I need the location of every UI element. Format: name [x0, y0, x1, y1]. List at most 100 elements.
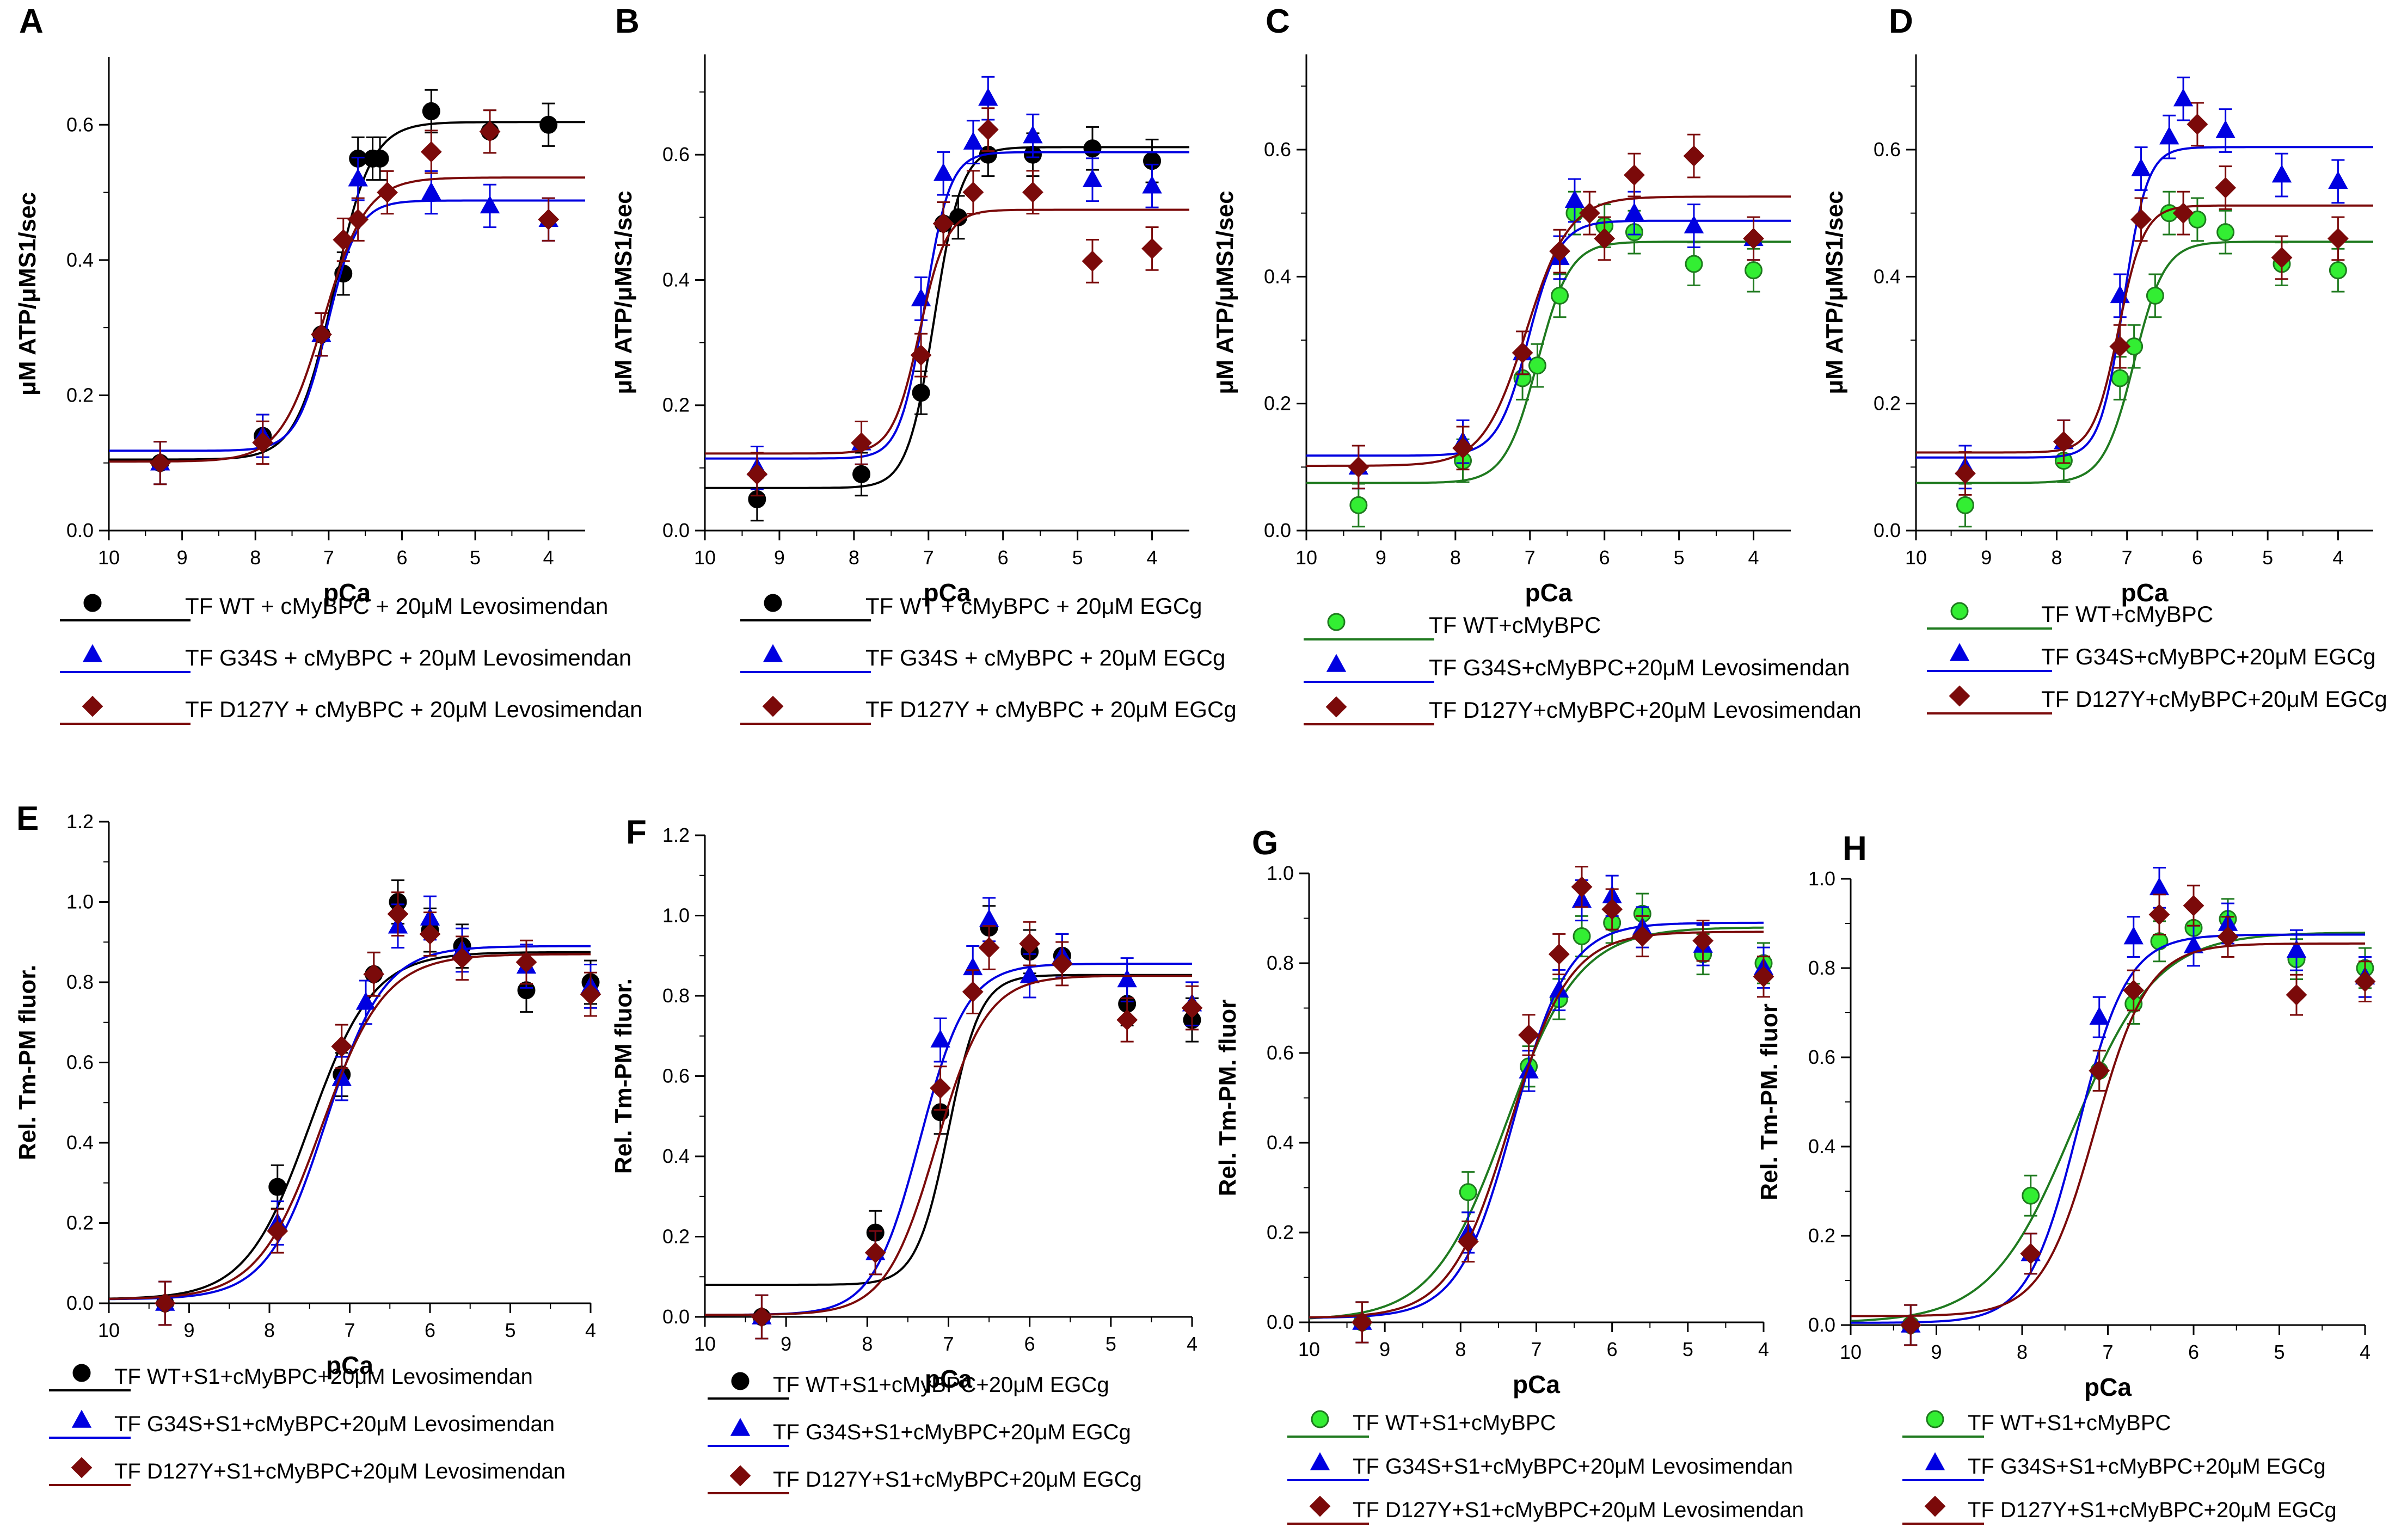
fit-curve — [1306, 195, 1791, 467]
y-tick-label: 1.2 — [662, 824, 690, 846]
y-tick-label: 0.0 — [662, 1305, 690, 1328]
y-tick-label: 0.8 — [662, 984, 690, 1007]
x-tick-label: 9 — [1379, 1338, 1390, 1360]
data-point — [1083, 139, 1102, 158]
x-tick-label: 8 — [1455, 1338, 1466, 1360]
data-point — [2130, 208, 2152, 230]
x-tick-label: 10 — [1298, 1338, 1320, 1360]
series-d127y: TF D127Y+S1+cMyBPC+20μM Levosimendan — [49, 891, 601, 1486]
data-point — [2188, 210, 2207, 229]
x-axis-label: pCa — [326, 1351, 373, 1379]
data-point — [2286, 939, 2307, 958]
data-point — [2183, 895, 2204, 916]
panel-label: C — [1266, 3, 1290, 40]
data-point — [421, 182, 441, 200]
data-point — [419, 923, 441, 945]
data-point — [252, 432, 274, 453]
data-point — [355, 991, 376, 1010]
series-g34s: TF G34S+cMyBPC+20μM Levosimendan — [1304, 178, 1850, 683]
data-point — [2109, 336, 2131, 358]
y-axis-label: Rel. Tm-PM. fluor — [1756, 1003, 1783, 1200]
legend-marker — [1924, 1495, 1946, 1517]
data-point — [1019, 933, 1041, 954]
legend-marker — [71, 1457, 93, 1479]
series-g34s: TF G34S + cMyBPC + 20μM EGCg — [705, 76, 1225, 673]
panel-E: E 10 9 8 7 6 5 4 0.0 0.2 0.4 0.6 0.8 1.0 1.2 pCa Rel. Tm… — [14, 800, 601, 1486]
legend-marker — [1949, 643, 1970, 661]
data-point — [149, 452, 171, 474]
x-tick-label: 9 — [781, 1333, 791, 1355]
data-point — [751, 1306, 772, 1328]
legend-label: TF D127Y+S1+cMyBPC+20μM Levosimendan — [1353, 1498, 1804, 1522]
legend-label: TF G34S + cMyBPC + 20μM EGCg — [865, 645, 1225, 670]
data-point — [1082, 169, 1103, 188]
x-tick-label: 7 — [943, 1333, 954, 1355]
data-point — [1020, 965, 1040, 983]
x-tick-label: 10 — [694, 546, 716, 569]
data-point — [363, 963, 385, 985]
x-tick-label: 9 — [1931, 1341, 1942, 1363]
fit-curve — [1306, 241, 1791, 484]
panel-label: B — [615, 3, 640, 40]
x-tick-label: 5 — [1072, 546, 1083, 569]
data-point — [1457, 1231, 1479, 1252]
data-point — [2146, 286, 2164, 305]
y-tick-label: 0.0 — [1874, 519, 1901, 541]
data-point — [1051, 953, 1073, 975]
legend-marker — [83, 594, 102, 612]
x-tick-label: 7 — [1525, 546, 1536, 569]
fit-curve — [1309, 931, 1764, 1319]
legend-label: TF D127Y + cMyBPC + 20μM EGCg — [865, 697, 1237, 722]
y-tick-label: 0.4 — [1808, 1135, 1835, 1157]
legend-label: TF G34S+cMyBPC+20μM EGCg — [2041, 644, 2376, 669]
data-point — [2354, 971, 2376, 993]
y-tick-label: 0.4 — [662, 268, 690, 291]
x-tick-label: 7 — [1531, 1338, 1542, 1360]
y-tick-label: 0.4 — [662, 1145, 690, 1167]
panel-G: G 10 9 8 7 6 5 4 0.0 0.2 0.4 0.6 0.8 1.0 pCa Rel. Tm-PM… — [1214, 824, 1804, 1525]
y-tick-label: 0.8 — [66, 971, 94, 993]
y-tick-label: 0.4 — [1874, 265, 1901, 287]
y-tick-label: 0.2 — [1808, 1224, 1835, 1247]
legend-label: TF WT + cMyBPC + 20μM EGCg — [865, 593, 1202, 619]
data-point — [932, 213, 954, 235]
data-point — [912, 384, 930, 402]
fit-curve — [1916, 241, 2373, 484]
x-tick-label: 5 — [1106, 1333, 1116, 1355]
series-d127y: TF D127Y+S1+cMyBPC+20μM Levosimendan — [1287, 866, 1804, 1525]
y-tick-label: 0.0 — [66, 1292, 94, 1314]
legend-marker — [1310, 1452, 1330, 1470]
x-tick-label: 6 — [1024, 1333, 1035, 1355]
legend-marker — [82, 695, 103, 717]
legend-label: TF D127Y+S1+cMyBPC+20μM Levosimendan — [114, 1459, 566, 1483]
data-point — [1181, 997, 1203, 1019]
data-point — [2123, 980, 2145, 1001]
legend-marker — [71, 1409, 92, 1428]
y-tick-label: 0.4 — [66, 1131, 94, 1154]
x-tick-label: 8 — [2017, 1341, 2028, 1363]
x-axis-label: pCa — [924, 578, 971, 607]
data-point — [2131, 158, 2151, 176]
x-tick-label: 4 — [2360, 1341, 2370, 1363]
legend-marker — [1326, 654, 1347, 672]
y-tick-label: 0.4 — [1267, 1131, 1294, 1154]
y-tick-label: 0.0 — [1808, 1314, 1835, 1336]
legend-marker — [1949, 685, 1970, 707]
y-axis-label: Rel. Tm-PM. fluor — [1214, 1000, 1241, 1197]
data-point — [2216, 223, 2235, 242]
legend-label: TF G34S + cMyBPC + 20μM Levosimendan — [185, 645, 631, 670]
data-point — [2089, 1060, 2110, 1082]
panel-label: F — [626, 814, 647, 851]
panel-label: G — [1252, 824, 1278, 862]
y-tick-label: 0.6 — [1808, 1046, 1835, 1068]
data-point — [2217, 926, 2239, 948]
panel-C: C 10 9 8 7 6 5 4 0.0 0.2 0.4 0.6 pCa μM ATP/μMS1/sec T… — [1212, 3, 1862, 725]
fit-curve — [705, 963, 1192, 1316]
data-point — [1683, 145, 1705, 167]
x-tick-label: 4 — [1187, 1333, 1197, 1355]
data-point — [580, 983, 601, 1005]
legend-marker — [763, 644, 783, 662]
legend-label: TF G34S+S1+cMyBPC+20μM Levosimendan — [1353, 1455, 1793, 1479]
y-tick-label: 0.6 — [1267, 1042, 1294, 1064]
